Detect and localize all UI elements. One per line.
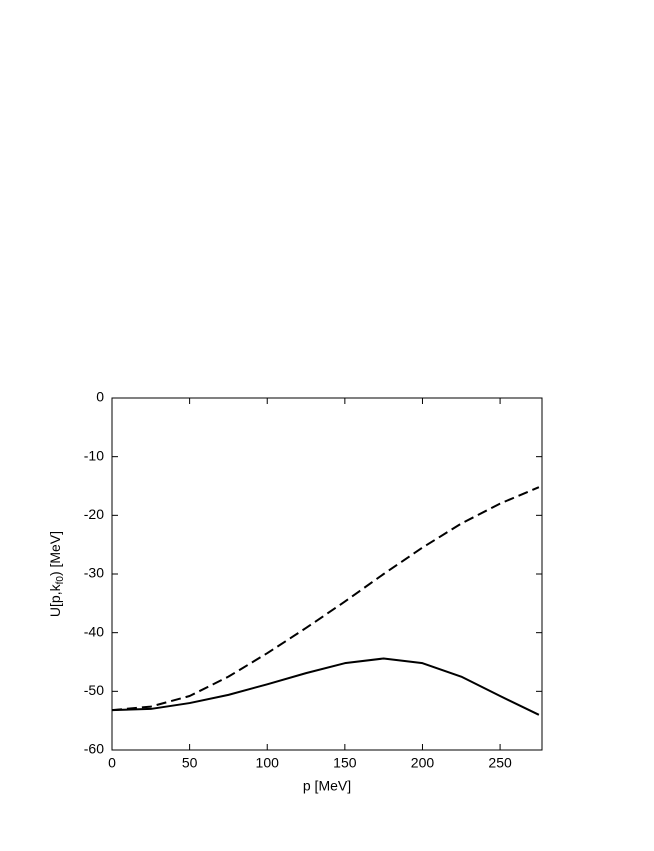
x-tick-label: 100	[256, 755, 280, 771]
y-tick-label: 0	[96, 389, 104, 405]
x-tick-label: 50	[182, 755, 198, 771]
y-axis-title-tail: ) [MeV]	[47, 531, 63, 576]
y-tick-label: -60	[84, 741, 104, 757]
y-tick-label: -50	[84, 682, 104, 698]
x-tick-label: 150	[333, 755, 357, 771]
series-line	[111, 486, 540, 712]
y-tick-label: -20	[84, 506, 104, 522]
y-tick-label: -10	[84, 447, 104, 463]
plot-frame	[111, 397, 543, 751]
series-line	[111, 657, 540, 716]
y-axis-title-main: U[p,k	[47, 583, 63, 617]
y-tick-label: -40	[84, 623, 104, 639]
y-axis-title-sub: f0	[55, 576, 66, 585]
y-tick-label: -30	[84, 565, 104, 581]
x-tick-label: 250	[488, 755, 512, 771]
x-tick-label: 0	[108, 755, 116, 771]
x-tick-label: 200	[411, 755, 435, 771]
x-axis-title: p [MeV]	[303, 778, 351, 794]
y-axis-title: U[p,kf0) [MeV]	[47, 531, 66, 617]
